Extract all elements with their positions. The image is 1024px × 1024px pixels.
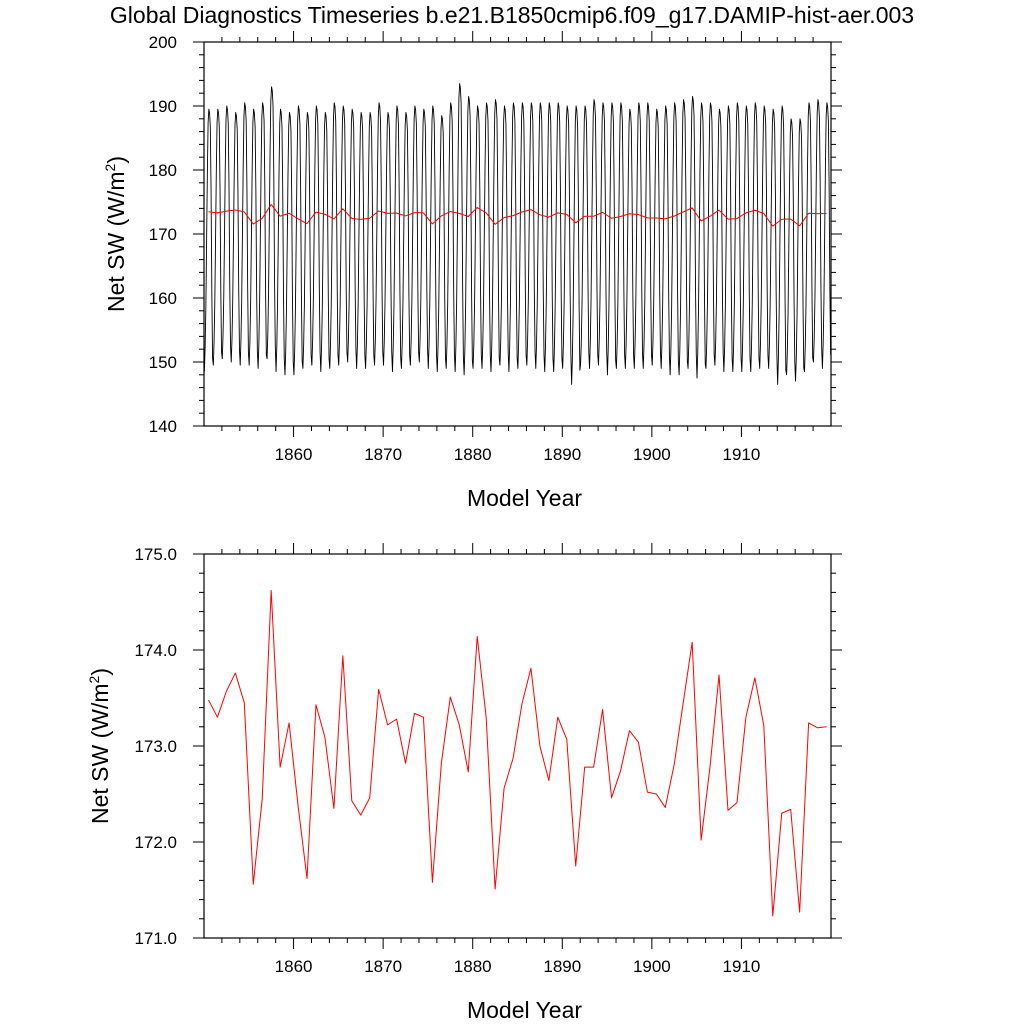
x-tick-label: 1900 [633, 957, 671, 976]
y-tick-label: 190 [149, 97, 177, 116]
y-tick-label: 200 [149, 33, 177, 52]
y-tick-label: 150 [149, 353, 177, 372]
x-tick-label: 1890 [543, 445, 581, 464]
y-tick-label: 172.0 [134, 833, 177, 852]
x-tick-label: 1880 [454, 445, 492, 464]
y-tick-label: 160 [149, 289, 177, 308]
chart-panel-1: 1860 1870 1880 1890 1900 1910 140 150 160 170 180 1… [102, 31, 842, 511]
x-tick-label: 1860 [275, 445, 313, 464]
y-tick-label: 175.0 [134, 545, 177, 564]
y-tick-label: 171.0 [134, 929, 177, 948]
chart-panel-2: 1860 1870 1880 1890 1900 1910 171.0 172.0 173.0 1… [86, 543, 842, 1023]
y-tick-label: 180 [149, 161, 177, 180]
y-axis-title: Net SW (W/m2) [86, 668, 113, 824]
x-tick-label: 1860 [275, 957, 313, 976]
y-tick-label: 173.0 [134, 737, 177, 756]
page-title: Global Diagnostics Timeseries b.e21.B185… [109, 2, 915, 28]
x-tick-label: 1870 [364, 957, 402, 976]
y-tick-label: 140 [149, 417, 177, 436]
x-axis-title: Model Year [467, 997, 582, 1023]
series-line-1-2 [208, 203, 827, 227]
y-tick-label: 174.0 [134, 641, 177, 660]
series-line-2-1 [208, 589, 827, 917]
x-axis-title: Model Year [467, 485, 582, 511]
x-tick-label: 1880 [454, 957, 492, 976]
series-line-1-1 [203, 83, 832, 385]
x-tick-label: 1890 [543, 957, 581, 976]
x-tick-label: 1900 [633, 445, 671, 464]
x-tick-label: 1910 [723, 957, 761, 976]
x-tick-label: 1870 [364, 445, 402, 464]
y-tick-label: 170 [149, 225, 177, 244]
y-axis-title: Net SW (W/m2) [102, 156, 129, 312]
plot-frame [203, 553, 832, 939]
x-tick-label: 1910 [723, 445, 761, 464]
